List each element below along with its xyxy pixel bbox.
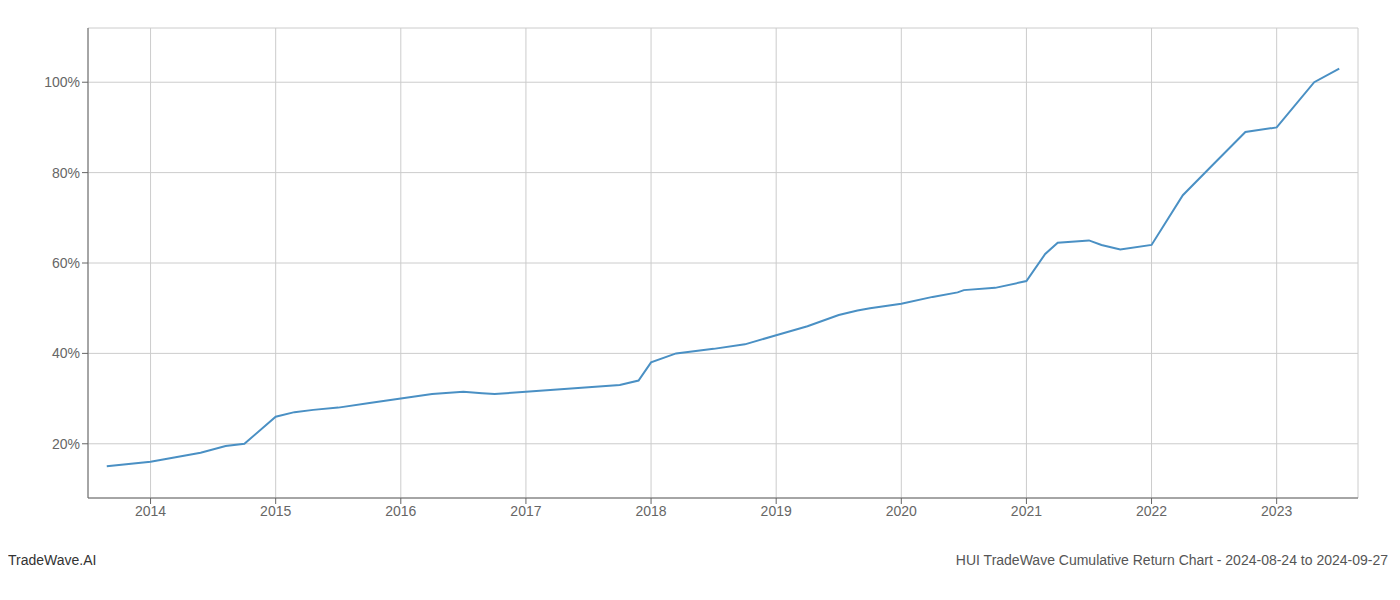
svg-text:2014: 2014 — [135, 503, 166, 519]
svg-text:2023: 2023 — [1261, 503, 1292, 519]
svg-text:2019: 2019 — [761, 503, 792, 519]
svg-text:2017: 2017 — [510, 503, 541, 519]
svg-text:20%: 20% — [52, 436, 80, 452]
html-text:TradeWave.AI: TradeWave.AI — [8, 552, 97, 568]
svg-text:2016: 2016 — [385, 503, 416, 519]
svg-text:2021: 2021 — [1011, 503, 1042, 519]
svg-text:2020: 2020 — [886, 503, 917, 519]
svg-text:40%: 40% — [52, 345, 80, 361]
svg-text:60%: 60% — [52, 255, 80, 271]
html-text:HUI TradeWave Cumulative Retur: HUI TradeWave Cumulative Return Chart - … — [955, 552, 1388, 568]
svg-text:2015: 2015 — [260, 503, 291, 519]
svg-text:80%: 80% — [52, 165, 80, 181]
svg-text:2022: 2022 — [1136, 503, 1167, 519]
svg-text:100%: 100% — [44, 74, 80, 90]
svg-text:2018: 2018 — [635, 503, 666, 519]
